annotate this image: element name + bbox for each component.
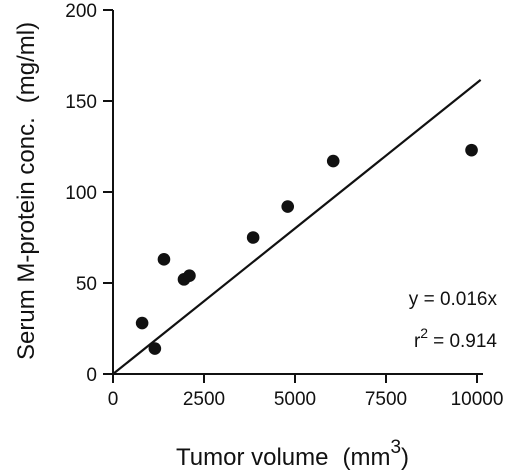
fit-line — [112, 79, 482, 375]
y-axis-title: Serum M-protein conc. (mg/ml) — [13, 22, 40, 360]
r2-base: r — [414, 331, 421, 352]
x-tick-label: 5000 — [274, 389, 316, 410]
fit-line-group — [112, 79, 482, 375]
x-tick-label: 2500 — [183, 389, 225, 410]
data-point — [183, 269, 196, 283]
y-tick-label: 50 — [76, 274, 97, 295]
x-axis-label: Tumor volume — [176, 444, 328, 471]
ticks: 0 50 100 150 200 0 2500 5000 7500 10000 — [65, 1, 503, 410]
y-axis-label: Serum M-protein conc. — [13, 117, 40, 360]
x-tick-label: 7500 — [365, 389, 407, 410]
x-axis-unit-exponent: 3 — [390, 437, 401, 458]
data-point — [246, 231, 260, 244]
y-tick-label: 0 — [86, 365, 97, 386]
r2-label: r2 = 0.914 — [414, 325, 497, 352]
x-axis-unit-base: (mm — [342, 444, 390, 471]
data-point — [281, 200, 295, 213]
r2-exponent: 2 — [420, 325, 428, 341]
data-point — [326, 154, 340, 168]
y-tick-label: 100 — [65, 183, 97, 204]
y-axis-unit: (mg/ml) — [13, 22, 40, 103]
y-tick-label: 200 — [65, 1, 97, 22]
data-point — [135, 316, 149, 330]
x-axis-title: Tumor volume (mm3) — [176, 437, 409, 471]
x-axis-unit-close: ) — [401, 444, 409, 471]
equation-label: y = 0.016x — [409, 289, 498, 310]
data-point — [465, 143, 478, 157]
r2-value: = 0.914 — [433, 331, 497, 352]
points-group — [135, 143, 478, 355]
y-tick-label: 150 — [65, 92, 97, 113]
axes — [112, 10, 483, 375]
x-tick-label: 10000 — [451, 389, 504, 410]
x-tick-label: 0 — [108, 389, 119, 410]
data-point — [148, 342, 162, 355]
data-point — [157, 253, 171, 266]
